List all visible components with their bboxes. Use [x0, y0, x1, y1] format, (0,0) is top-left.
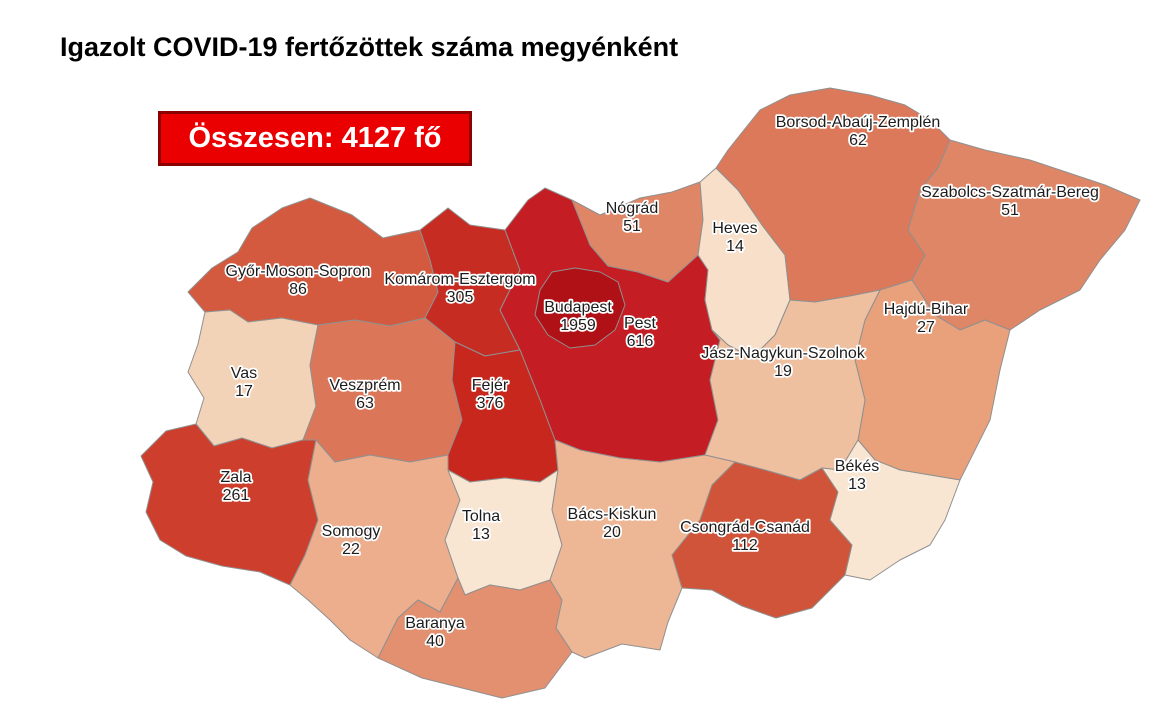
label-nograd: Nógrád 51: [604, 198, 660, 237]
label-budapest: Budapest 1959: [542, 297, 614, 336]
region-bacs-kiskun: [549, 439, 736, 659]
label-bekes: Békés 13: [833, 456, 881, 495]
label-jasz-nagykun-szolnok: Jász-Nagykun-Szolnok 19: [699, 343, 867, 382]
region-baranya: [377, 577, 573, 699]
region-bekes: [821, 439, 961, 581]
county-name: Győr-Moson-Sopron: [226, 263, 371, 280]
county-name: Komárom-Esztergom: [384, 271, 535, 288]
region-jasz-nagykun-szolnok: [704, 289, 881, 481]
county-name: Zala: [220, 469, 251, 486]
county-value: 17: [235, 383, 253, 400]
label-somogy: Somogy 22: [320, 521, 382, 560]
label-csongrad-csanad: Csongrád-Csanád 112: [678, 517, 811, 556]
county-name: Pest: [624, 315, 657, 332]
county-value: 22: [342, 541, 360, 558]
county-value: 63: [356, 395, 374, 412]
region-szabolcs-szatmar-bereg: [907, 139, 1141, 331]
region-zala: [140, 423, 319, 586]
label-veszprem: Veszprém 63: [328, 375, 403, 414]
county-name: Csongrád-Csanád: [680, 519, 810, 536]
county-name: Békés: [835, 458, 879, 475]
county-value: 261: [223, 487, 250, 504]
county-value: 14: [726, 238, 744, 255]
county-value: 112: [732, 537, 758, 554]
region-csongrad-csanad: [671, 461, 853, 619]
page-title: Igazolt COVID-19 fertőzöttek száma megyé…: [60, 32, 679, 62]
county-name: Bács-Kiskun: [568, 506, 657, 523]
county-value: 51: [1001, 202, 1019, 219]
label-fejer: Fejér 376: [470, 375, 511, 414]
label-baranya: Baranya 40: [403, 613, 466, 652]
county-value: 40: [426, 633, 444, 650]
total-badge-label: Összesen: 4127 fő: [188, 122, 442, 154]
county-value: 376: [477, 395, 504, 412]
label-borsod-abauj-zemplen: Borsod-Abaúj-Zemplén 62: [774, 112, 942, 151]
county-value: 13: [848, 476, 866, 493]
county-name: Heves: [712, 220, 757, 237]
county-name: Veszprém: [329, 377, 400, 394]
region-budapest: [534, 267, 626, 349]
county-name: Fejér: [472, 377, 509, 394]
county-value: 616: [627, 333, 654, 350]
county-value: 1959: [560, 317, 596, 334]
label-bacs-kiskun: Bács-Kiskun 20: [566, 504, 658, 543]
county-value: 62: [849, 132, 867, 149]
label-komarom-esztergom: Komárom-Esztergom 305: [383, 269, 538, 308]
county-name: Baranya: [405, 615, 465, 632]
county-value: 19: [774, 363, 792, 380]
county-name: Jász-Nagykun-Szolnok: [701, 345, 866, 362]
region-gyor-moson-sopron: [187, 197, 439, 327]
county-name: Budapest: [544, 299, 612, 316]
county-value: 20: [603, 524, 621, 541]
label-tolna: Tolna 13: [460, 506, 502, 545]
label-gyor-moson-sopron: Győr-Moson-Sopron 86: [224, 261, 372, 300]
total-badge: Összesen: 4127 fő: [158, 111, 472, 166]
county-value: 51: [623, 218, 641, 235]
county-name: Somogy: [322, 523, 381, 540]
label-zala: Zala 261: [219, 467, 254, 506]
label-heves: Heves 14: [711, 218, 760, 257]
label-pest: Pest 616: [622, 313, 658, 352]
county-value: 305: [447, 289, 474, 306]
map-regions: [140, 87, 1141, 699]
county-name: Nógrád: [606, 200, 658, 217]
label-szabolcs-szatmar-bereg: Szabolcs-Szatmár-Bereg 51: [919, 182, 1100, 221]
county-value: 27: [917, 319, 935, 336]
label-hajdu-bihar: Hajdú-Bihar 27: [882, 299, 971, 338]
label-vas: Vas 17: [229, 363, 259, 402]
county-name: Hajdú-Bihar: [884, 301, 969, 318]
county-name: Borsod-Abaúj-Zemplén: [776, 114, 941, 131]
county-value: 86: [289, 281, 307, 298]
region-tolna: [444, 469, 563, 596]
county-name: Tolna: [462, 508, 500, 525]
county-name: Szabolcs-Szatmár-Bereg: [921, 184, 1099, 201]
county-value: 13: [472, 526, 490, 543]
county-name: Vas: [231, 365, 257, 382]
map-labels: Győr-Moson-Sopron 86 Komárom-Esztergom 3…: [219, 112, 1101, 652]
